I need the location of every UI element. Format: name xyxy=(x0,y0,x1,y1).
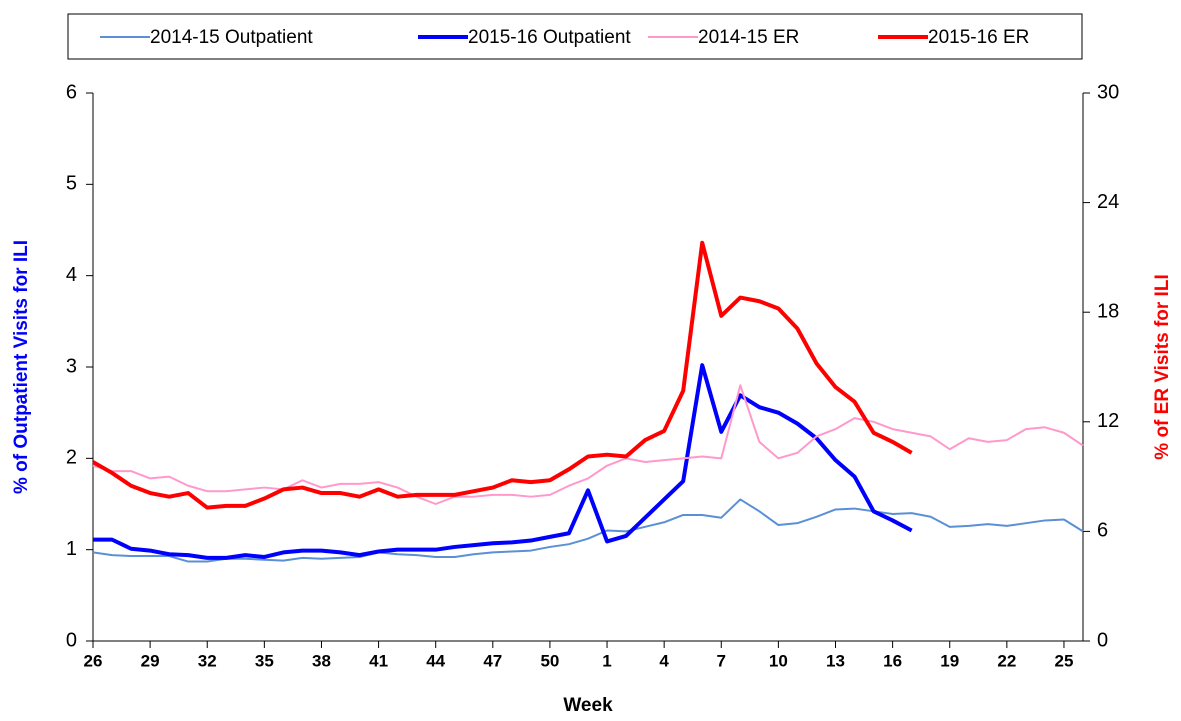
y-tick-label: 2 xyxy=(66,447,77,469)
x-tick-label: 10 xyxy=(769,651,788,670)
y-tick-label: 1 xyxy=(66,538,77,560)
legend-label: 2014-15 ER xyxy=(698,27,799,48)
y2-tick-label: 24 xyxy=(1097,191,1119,213)
y-tick-label: 3 xyxy=(66,355,77,377)
y2-tick-label: 30 xyxy=(1097,81,1119,103)
y2-tick-label: 12 xyxy=(1097,410,1119,432)
x-tick-label: 16 xyxy=(883,651,902,670)
x-tick-label: 25 xyxy=(1055,651,1074,670)
y2-tick-label: 0 xyxy=(1097,629,1108,651)
legend-label: 2015-16 ER xyxy=(928,27,1029,48)
x-tick-label: 47 xyxy=(483,651,502,670)
x-tick-label: 1 xyxy=(602,651,611,670)
series-line xyxy=(92,384,1084,505)
x-tick-label: 19 xyxy=(940,651,959,670)
x-tick-label: 35 xyxy=(255,651,274,670)
y2-tick-label: 18 xyxy=(1097,300,1119,322)
x-tick-label: 22 xyxy=(997,651,1016,670)
y2-axis-title: % of ER Visits for ILI xyxy=(1152,274,1173,459)
x-tick-label: 13 xyxy=(826,651,845,670)
legend-label: 2015-16 Outpatient xyxy=(468,27,631,48)
series-line xyxy=(92,498,1084,563)
y-tick-label: 0 xyxy=(66,629,77,651)
x-tick-label: 38 xyxy=(312,651,331,670)
x-tick-label: 4 xyxy=(659,651,669,670)
x-tick-label: 50 xyxy=(540,651,559,670)
series-line xyxy=(93,363,913,560)
x-axis-title: Week xyxy=(563,695,613,716)
legend-label: 2014-15 Outpatient xyxy=(150,27,313,48)
x-tick-label: 41 xyxy=(369,651,388,670)
x-tick-label: 44 xyxy=(426,651,445,670)
y-tick-label: 4 xyxy=(66,264,77,286)
x-tick-label: 32 xyxy=(198,651,217,670)
y-tick-label: 5 xyxy=(66,173,77,195)
y2-tick-label: 6 xyxy=(1097,520,1108,542)
x-tick-label: 29 xyxy=(141,651,160,670)
series-line xyxy=(92,240,913,510)
x-tick-label: 26 xyxy=(84,651,103,670)
y-axis-title: % of Outpatient Visits for ILI xyxy=(11,240,32,494)
x-tick-label: 7 xyxy=(717,651,726,670)
y-tick-label: 6 xyxy=(66,81,77,103)
